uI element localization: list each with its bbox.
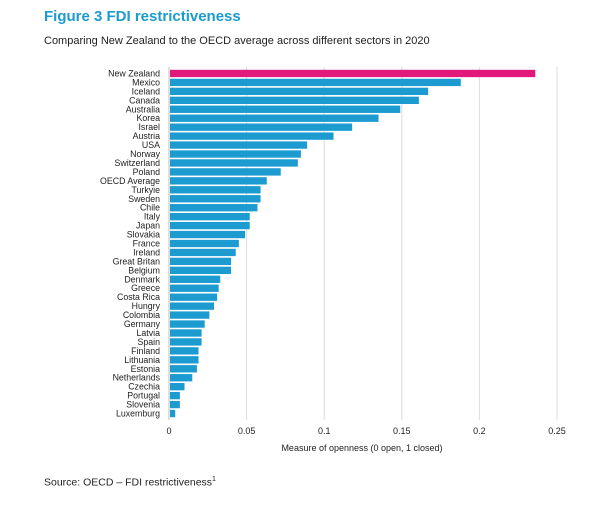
bar-norway — [170, 150, 301, 158]
bars — [170, 69, 536, 418]
category-label: Netherlands — [113, 373, 161, 383]
bar-finland — [170, 347, 199, 355]
bar-luxemburg — [170, 409, 176, 418]
category-label: USA — [142, 140, 160, 150]
x-tick-label: 0.15 — [393, 426, 411, 436]
bar-ireland — [170, 248, 236, 257]
category-label: Latvia — [137, 328, 161, 338]
x-axis-ticks: 0 0.05 0.1 0.15 0.2 0.25 — [166, 426, 565, 436]
category-label: Estonia — [131, 364, 160, 374]
category-label: Spain — [138, 337, 161, 347]
bar-oecd-average — [170, 177, 267, 185]
source-note: Source: OECD – FDI restrictiveness1 — [44, 476, 216, 489]
bar-australia — [170, 105, 401, 113]
category-label: France — [133, 239, 160, 249]
source-footnote-mark: 1 — [212, 476, 216, 483]
bar-mexico — [170, 78, 461, 87]
category-label: Austria — [133, 131, 160, 141]
bar-switzerland — [170, 159, 298, 167]
figure-title: Figure 3 FDI restrictiveness — [44, 8, 241, 25]
category-label: Czechia — [128, 382, 160, 392]
category-labels: New ZealandMexicoIcelandCanadaAustraliaK… — [100, 68, 161, 418]
bar-sweden — [170, 195, 261, 203]
category-label: Chile — [140, 203, 160, 213]
bar-france — [170, 239, 239, 248]
bar-turkyie — [170, 186, 261, 194]
bar-israel — [170, 123, 353, 131]
bar-austria — [170, 132, 334, 140]
x-tick-label: 0.25 — [548, 426, 566, 436]
bar-czechia — [170, 383, 185, 391]
bar-costa-rica — [170, 293, 218, 301]
x-axis-label: Measure of openness (0 open, 1 closed) — [281, 443, 442, 453]
category-label: Ireland — [133, 247, 160, 257]
bar-netherlands — [170, 374, 193, 382]
bar-estonia — [170, 365, 197, 373]
category-label: Slovakia — [127, 230, 160, 240]
bar-germany — [170, 320, 205, 328]
bar-korea — [170, 114, 379, 122]
category-label: Italy — [144, 212, 161, 222]
bar-belgium — [170, 266, 232, 275]
category-label: Sweden — [128, 194, 160, 204]
category-label: Great Britan — [113, 256, 161, 266]
x-tick-label: 0.2 — [473, 426, 486, 436]
category-label: Germany — [124, 319, 161, 329]
bar-slovenia — [170, 400, 180, 409]
category-label: Greece — [131, 283, 160, 293]
category-label: Belgium — [128, 265, 160, 275]
bar-chile — [170, 204, 258, 212]
category-label: OECD Average — [100, 176, 160, 186]
bar-usa — [170, 141, 308, 149]
category-label: Hungry — [132, 301, 161, 311]
bar-canada — [170, 96, 419, 104]
category-label: Israel — [138, 122, 160, 132]
category-label: Australia — [126, 104, 160, 114]
figure-subtitle: Comparing New Zealand to the OECD averag… — [44, 35, 430, 47]
category-label: Korea — [137, 113, 161, 123]
bar-hungry — [170, 302, 215, 310]
bar-iceland — [170, 87, 429, 96]
bar-poland — [170, 168, 281, 176]
category-label: Portugal — [127, 391, 160, 401]
bar-italy — [170, 212, 250, 221]
bar-new-zealand — [170, 69, 536, 78]
category-label: Japan — [136, 221, 160, 231]
category-label: Canada — [129, 95, 160, 105]
category-label: Turkyie — [131, 185, 160, 195]
bar-spain — [170, 338, 202, 346]
bar-colombia — [170, 311, 210, 319]
x-tick-label: 0.05 — [238, 426, 256, 436]
category-label: Mexico — [132, 77, 160, 87]
bar-lithuania — [170, 356, 199, 364]
category-label: Colombia — [123, 310, 160, 320]
category-label: Norway — [130, 149, 160, 159]
category-label: New Zealand — [108, 68, 160, 78]
bar-japan — [170, 221, 250, 230]
category-label: Switzerland — [115, 158, 161, 168]
category-label: Luxemburg — [116, 409, 160, 419]
bar-greece — [170, 284, 219, 292]
category-label: Iceland — [132, 86, 160, 96]
x-tick-label: 0.1 — [318, 426, 331, 436]
category-label: Denmark — [124, 274, 160, 284]
source-text: Source: OECD – FDI restrictiveness — [44, 476, 213, 489]
category-label: Finland — [131, 346, 160, 356]
bar-slovakia — [170, 230, 246, 239]
bar-great-britan — [170, 257, 232, 266]
x-tick-label: 0 — [166, 426, 171, 436]
category-label: Lithuania — [124, 355, 160, 365]
bar-portugal — [170, 391, 180, 400]
bar-latvia — [170, 329, 202, 337]
bar-denmark — [170, 275, 221, 283]
category-label: Slovenia — [126, 400, 160, 410]
category-label: Poland — [133, 167, 160, 177]
category-label: Costa Rica — [117, 292, 160, 302]
